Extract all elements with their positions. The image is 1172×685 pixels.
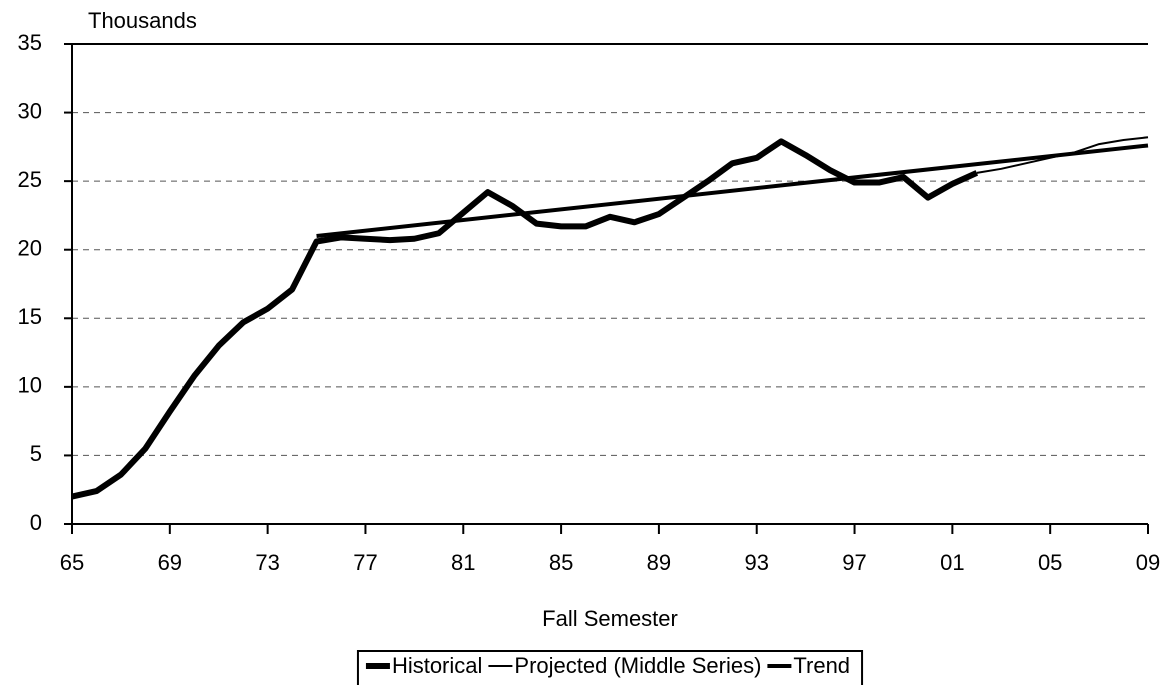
x-tick-label: 77 (353, 550, 377, 575)
x-tick-label: 05 (1038, 550, 1062, 575)
y-tick-label: 25 (18, 167, 42, 192)
y-tick-label: 0 (30, 510, 42, 535)
x-tick-label: 69 (158, 550, 182, 575)
x-tick-label: 09 (1136, 550, 1160, 575)
y-tick-label: 15 (18, 304, 42, 329)
legend-label: Historical (392, 653, 482, 678)
y-tick-label: 10 (18, 373, 42, 398)
x-tick-label: 01 (940, 550, 964, 575)
series-line (71, 138, 979, 500)
x-tick-label: 89 (647, 550, 671, 575)
x-axis-label: Fall Semester (542, 606, 678, 631)
y-tick-label: 5 (30, 441, 42, 466)
x-tick-label: 81 (451, 550, 475, 575)
x-tick-label: 97 (842, 550, 866, 575)
x-tick-label: 93 (744, 550, 768, 575)
series-line (316, 143, 1149, 238)
x-tick-label: 85 (549, 550, 573, 575)
x-tick-label: 73 (255, 550, 279, 575)
y-axis-label: Thousands (88, 8, 197, 33)
y-tick-label: 20 (18, 236, 42, 261)
x-tick-label: 65 (60, 550, 84, 575)
y-tick-label: 35 (18, 30, 42, 55)
legend-label: Projected (Middle Series) (514, 653, 761, 678)
legend-label: Trend (793, 653, 850, 678)
y-tick-label: 30 (18, 98, 42, 123)
